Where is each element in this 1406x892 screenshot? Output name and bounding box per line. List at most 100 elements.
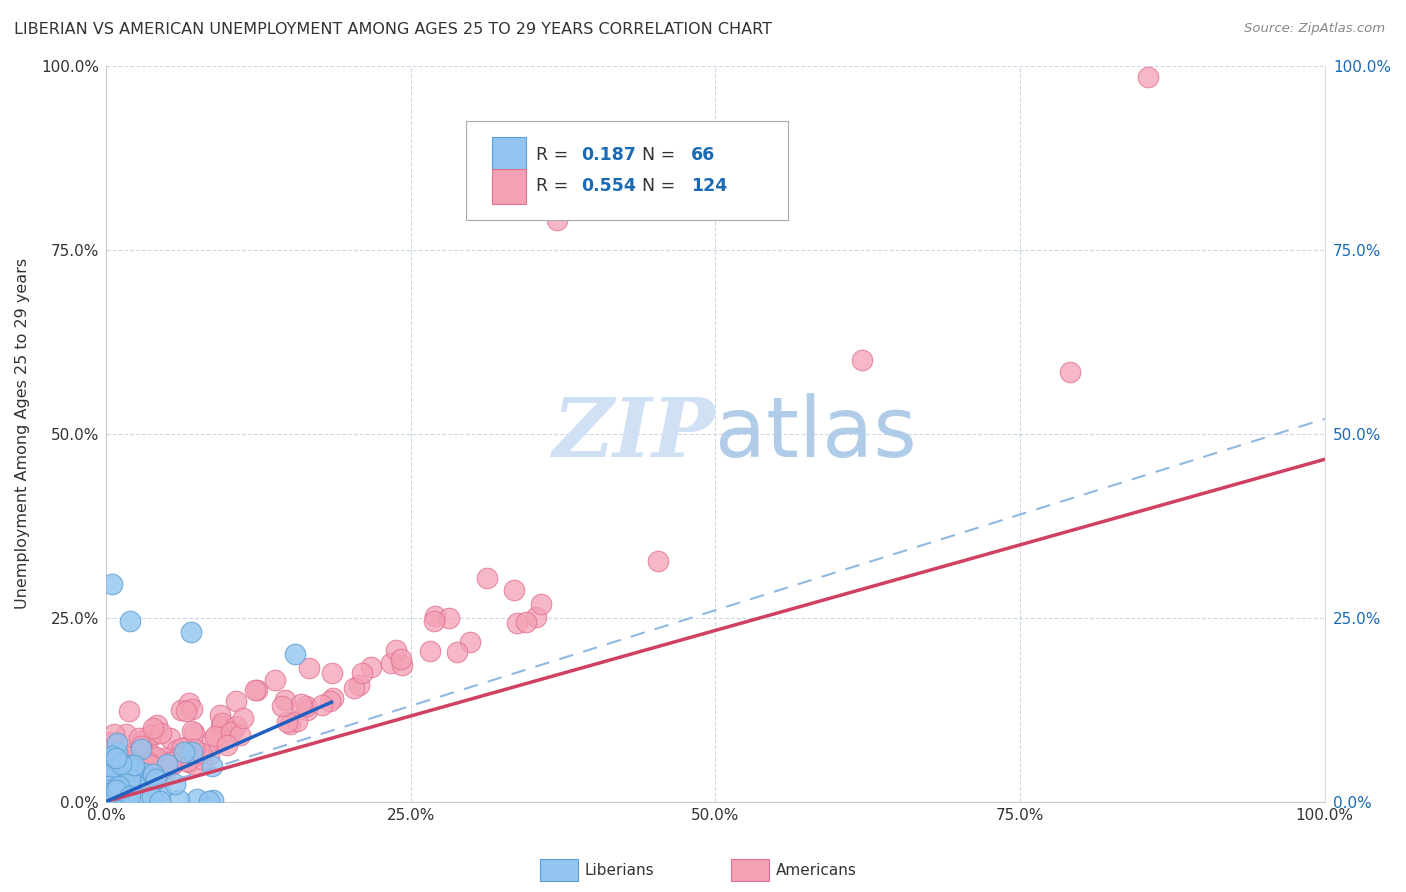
Point	[115, 764, 138, 778]
Point	[112, 786, 135, 800]
Text: 124: 124	[690, 178, 727, 195]
Point	[167, 750, 190, 764]
Point	[120, 614, 142, 628]
Point	[176, 739, 198, 754]
Text: R =: R =	[536, 145, 574, 163]
Point	[190, 746, 212, 760]
Point	[177, 697, 200, 711]
Text: R =: R =	[536, 178, 574, 195]
Point	[225, 719, 247, 733]
Point	[384, 643, 406, 657]
Point	[186, 792, 208, 806]
Point	[124, 778, 146, 792]
Point	[104, 769, 127, 783]
Point	[391, 658, 413, 673]
Point	[506, 616, 529, 631]
Point	[146, 772, 169, 786]
Point	[122, 758, 145, 772]
Point	[108, 772, 131, 787]
Point	[120, 748, 142, 763]
Point	[347, 678, 370, 692]
Point	[183, 742, 205, 756]
Point	[475, 571, 498, 585]
Point	[131, 733, 153, 747]
Point	[110, 778, 132, 792]
Point	[197, 794, 219, 808]
Point	[111, 776, 134, 790]
Point	[322, 690, 344, 705]
Point	[458, 635, 481, 649]
Point	[100, 735, 122, 749]
Point	[208, 708, 231, 723]
Text: ZIP: ZIP	[553, 393, 716, 474]
Text: 0.554: 0.554	[581, 178, 636, 195]
Point	[96, 789, 118, 803]
Point	[246, 682, 269, 697]
Point	[159, 731, 181, 746]
Point	[145, 772, 167, 787]
Point	[112, 788, 135, 802]
Point	[104, 787, 127, 801]
Point	[167, 793, 190, 807]
Text: LIBERIAN VS AMERICAN UNEMPLOYMENT AMONG AGES 25 TO 29 YEARS CORRELATION CHART: LIBERIAN VS AMERICAN UNEMPLOYMENT AMONG …	[14, 22, 772, 37]
Point	[97, 794, 120, 808]
Point	[284, 648, 307, 662]
Point	[225, 693, 247, 707]
Point	[122, 775, 145, 789]
Point	[101, 792, 124, 806]
Point	[166, 743, 188, 757]
Point	[219, 725, 242, 739]
Point	[132, 765, 155, 780]
Point	[179, 756, 201, 770]
Point	[107, 782, 129, 797]
Point	[209, 719, 232, 733]
Text: N =: N =	[643, 145, 681, 163]
Point	[149, 794, 172, 808]
Point	[173, 745, 195, 759]
Point	[149, 726, 172, 740]
Y-axis label: Unemployment Among Ages 25 to 29 years: Unemployment Among Ages 25 to 29 years	[15, 258, 30, 609]
Point	[97, 786, 120, 800]
Point	[515, 615, 537, 630]
Point	[211, 716, 233, 731]
Point	[209, 731, 232, 745]
Text: N =: N =	[643, 178, 681, 195]
Point	[96, 762, 118, 776]
Point	[274, 693, 297, 707]
Point	[104, 751, 127, 765]
Point	[350, 665, 373, 680]
Point	[118, 704, 141, 718]
Point	[115, 727, 138, 741]
Point	[1136, 70, 1159, 84]
Point	[181, 724, 204, 739]
Text: 66: 66	[690, 145, 716, 163]
Point	[114, 791, 136, 805]
Point	[229, 728, 252, 742]
Point	[96, 789, 118, 803]
Text: Americans: Americans	[776, 863, 858, 878]
Point	[129, 742, 152, 756]
Point	[105, 747, 128, 761]
Point	[108, 779, 131, 793]
Bar	[492, 137, 526, 172]
Point	[121, 771, 143, 785]
Text: atlas: atlas	[716, 393, 917, 474]
Point	[201, 732, 224, 747]
Point	[135, 752, 157, 766]
Point	[143, 759, 166, 773]
Point	[174, 747, 197, 761]
Point	[103, 726, 125, 740]
Point	[311, 698, 333, 712]
Point	[285, 714, 308, 728]
Point	[105, 743, 128, 757]
Point	[104, 769, 127, 783]
Point	[1059, 365, 1081, 379]
Point	[100, 782, 122, 797]
Point	[321, 665, 343, 680]
Point	[183, 725, 205, 739]
Point	[389, 652, 412, 666]
Point	[97, 759, 120, 773]
Point	[103, 779, 125, 793]
Point	[446, 645, 468, 659]
Point	[98, 783, 121, 797]
